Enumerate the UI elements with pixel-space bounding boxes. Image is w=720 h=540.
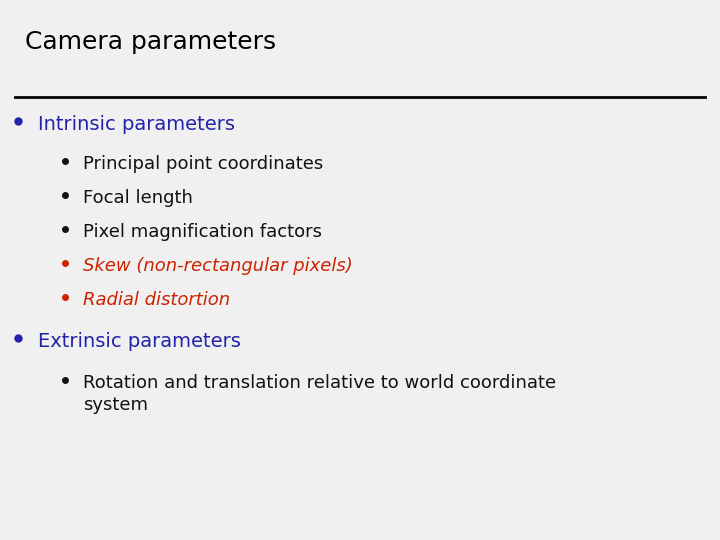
Text: Pixel magnification factors: Pixel magnification factors [83, 223, 322, 241]
Text: Principal point coordinates: Principal point coordinates [83, 155, 323, 173]
Text: Camera parameters: Camera parameters [25, 30, 276, 54]
Text: Radial distortion: Radial distortion [83, 291, 230, 309]
Text: Focal length: Focal length [83, 189, 193, 207]
Text: Intrinsic parameters: Intrinsic parameters [38, 115, 235, 134]
Text: Extrinsic parameters: Extrinsic parameters [38, 332, 241, 351]
Text: Skew (non-rectangular pixels): Skew (non-rectangular pixels) [83, 257, 353, 275]
Text: Rotation and translation relative to world coordinate
system: Rotation and translation relative to wor… [83, 374, 556, 414]
